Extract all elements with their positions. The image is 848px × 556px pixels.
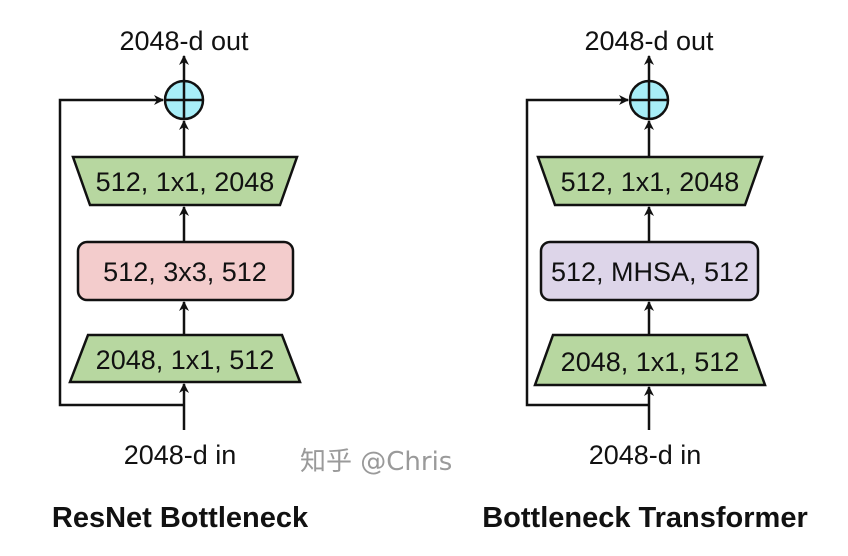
bottom-block-label: 2048, 1x1, 512 (96, 345, 275, 375)
skip-connection (58, 95, 184, 407)
add-node-icon (628, 79, 670, 121)
top-block-label: 512, 1x1, 2048 (561, 167, 740, 197)
bottom-block (533, 333, 767, 387)
middle-block-label: 512, MHSA, 512 (551, 257, 749, 287)
output-label: 2048-d out (584, 26, 714, 56)
diagram-title: Bottleneck Transformer (482, 502, 808, 534)
mhsa-block (539, 240, 760, 302)
skip-connection (525, 95, 649, 407)
input-label: 2048-d in (589, 440, 702, 470)
middle-block (76, 240, 295, 302)
bottom-block (68, 333, 302, 384)
watermark: 知乎 @Chris (300, 447, 452, 477)
resnet-bottleneck-diagram: 2048-d out 512, 1x1, 2048 512, 3x3, 512 … (52, 26, 309, 534)
top-block (536, 155, 764, 207)
top-block-label: 512, 1x1, 2048 (96, 167, 275, 197)
middle-block-label: 512, 3x3, 512 (103, 257, 267, 287)
bottleneck-transformer-diagram: 2048-d out 512, 1x1, 2048 512, MHSA, 512… (482, 26, 808, 534)
input-label: 2048-d in (124, 440, 237, 470)
output-label: 2048-d out (119, 26, 249, 56)
top-block (71, 155, 299, 207)
bottom-block-label: 2048, 1x1, 512 (561, 347, 740, 377)
add-node-icon (163, 79, 205, 121)
diagram-title: ResNet Bottleneck (52, 502, 309, 534)
